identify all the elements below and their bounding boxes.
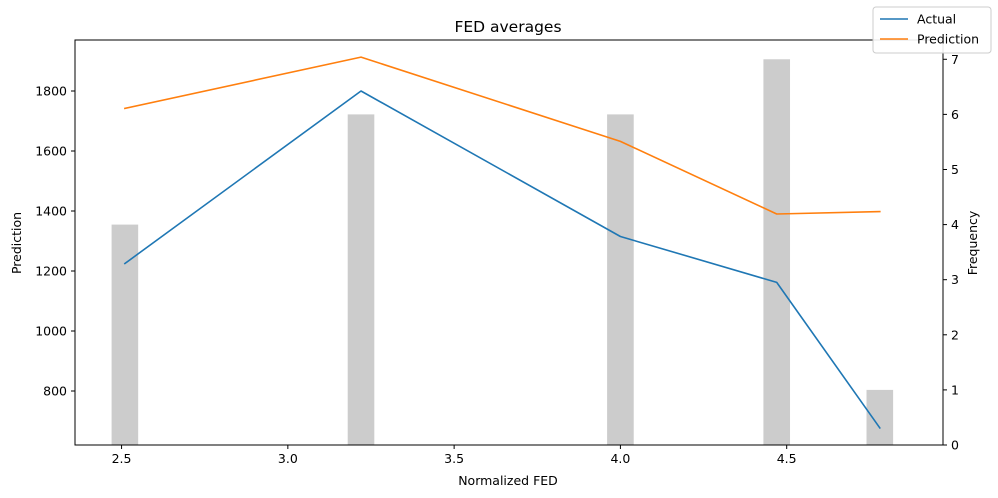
x-tick-label: 3.5 bbox=[444, 451, 464, 466]
y2-tick-label: 3 bbox=[951, 272, 959, 287]
plot-area bbox=[74, 39, 944, 446]
y-tick-label: 800 bbox=[43, 384, 67, 399]
y2-tick-label: 7 bbox=[951, 52, 959, 67]
series-lines bbox=[123, 56, 881, 430]
histogram-bar bbox=[763, 59, 791, 446]
histogram-bar bbox=[607, 114, 634, 445]
y2-tick-label: 1 bbox=[951, 382, 959, 397]
chart-title: FED averages bbox=[454, 18, 561, 36]
y-tick-label: 1400 bbox=[35, 204, 67, 219]
x-tick-label: 2.5 bbox=[112, 451, 132, 466]
x-tick-label: 3.0 bbox=[278, 451, 298, 466]
y-axis-left: 800 1000 1200 1400 1600 1800 bbox=[35, 84, 75, 399]
y2-axis-label: Frequency bbox=[965, 210, 980, 275]
histogram-bar bbox=[347, 114, 375, 445]
x-axis-label: Normalized FED bbox=[458, 473, 558, 488]
series-line-prediction bbox=[123, 56, 881, 215]
x-axis: 2.5 3.0 3.5 4.0 4.5 bbox=[112, 445, 797, 466]
y2-tick-label: 6 bbox=[951, 107, 959, 122]
y2-tick-label: 5 bbox=[951, 162, 959, 177]
y-axis-right: 0 1 2 3 4 5 6 7 bbox=[943, 52, 959, 453]
y2-tick-label: 4 bbox=[951, 217, 959, 232]
legend: Actual Prediction bbox=[872, 6, 992, 54]
histogram-bar bbox=[111, 224, 139, 445]
y2-tick-label: 2 bbox=[951, 327, 959, 342]
histogram-bar bbox=[866, 389, 894, 445]
y-tick-label: 1000 bbox=[35, 324, 67, 339]
x-tick-label: 4.5 bbox=[777, 451, 797, 466]
y-tick-label: 1200 bbox=[35, 264, 67, 279]
legend-label-prediction: Prediction bbox=[917, 32, 979, 47]
y2-tick-label: 0 bbox=[951, 438, 959, 453]
y-axis-label: Prediction bbox=[9, 212, 24, 274]
legend-label-actual: Actual bbox=[917, 12, 956, 27]
series-line-actual bbox=[123, 90, 881, 430]
x-tick-label: 4.0 bbox=[610, 451, 630, 466]
y-tick-label: 1600 bbox=[35, 144, 67, 159]
y-tick-label: 1800 bbox=[35, 84, 67, 99]
histogram-bars bbox=[111, 59, 894, 446]
